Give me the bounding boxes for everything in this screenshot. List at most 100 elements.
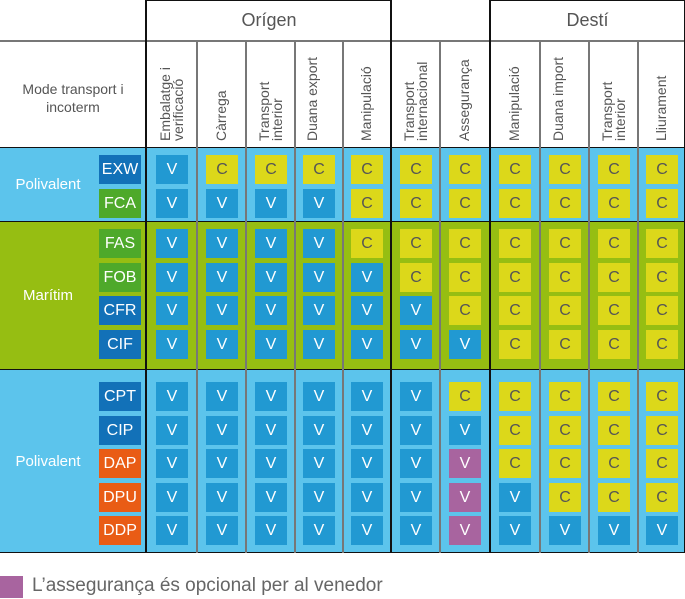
legend-swatch [0,576,23,598]
cell-seller: V [206,330,238,359]
cell-buyer: C [449,229,481,258]
cell-seller: V [351,516,383,545]
group-label: Polivalent [15,175,81,193]
cell-seller: V [351,296,383,325]
cell-seller: V [255,189,287,218]
cell-seller: V [598,516,630,545]
cell-seller: V [303,483,335,512]
cell-buyer: C [351,229,383,258]
cell-seller: V [499,483,531,512]
cell-buyer: C [549,263,581,292]
cell-seller: V [303,189,335,218]
cell-seller: V [351,330,383,359]
cell-seller: V [449,449,481,478]
cell-buyer: C [499,449,531,478]
cell-seller: V [206,189,238,218]
cell-buyer: C [646,263,678,292]
cell-seller: V [156,229,188,258]
cell-seller: V [156,382,188,411]
incoterm-badge-fob: FOB [99,263,141,292]
cell-buyer: C [549,155,581,184]
incoterm-badge-cif: CIF [99,330,141,359]
cell-seller: V [303,382,335,411]
cell-buyer: C [449,155,481,184]
cell-seller: V [303,263,335,292]
cell-buyer: C [646,155,678,184]
cell-buyer: C [646,330,678,359]
column-header-label: Manipulació [506,66,522,141]
cell-seller: V [449,330,481,359]
cell-buyer: C [549,449,581,478]
column-header: Transport interior [246,41,295,147]
header-origin-box [146,0,392,41]
column-divider [196,40,198,553]
cell-buyer: C [646,483,678,512]
cell-seller: V [303,229,335,258]
column-divider [439,40,441,553]
cell-buyer: C [549,330,581,359]
cell-seller: V [449,483,481,512]
cell-buyer: C [598,229,630,258]
cell-seller: V [255,449,287,478]
cell-seller: V [156,155,188,184]
cell-buyer: C [646,189,678,218]
cell-buyer: C [549,382,581,411]
column-divider [245,40,247,553]
cell-seller: V [206,416,238,445]
column-header: Càrrega [197,41,246,147]
cell-buyer: C [255,155,287,184]
cell-seller: V [255,483,287,512]
cell-buyer: C [598,155,630,184]
cell-buyer: C [598,189,630,218]
incoterm-badge-ddp: DDP [99,516,141,545]
cell-buyer: C [499,382,531,411]
cell-seller: V [303,516,335,545]
cell-buyer: C [499,263,531,292]
column-header: Embalatge i verificació [146,41,197,147]
cell-buyer: C [598,382,630,411]
incoterm-badge-dpu: DPU [99,483,141,512]
incoterm-badge-cfr: CFR [99,296,141,325]
cell-buyer: C [598,483,630,512]
cell-buyer: C [351,155,383,184]
cell-buyer: C [499,330,531,359]
cell-seller: V [400,382,432,411]
cell-seller: V [206,449,238,478]
cell-seller: V [156,483,188,512]
cell-seller: V [351,263,383,292]
column-header-label: Assegurança [456,59,472,141]
cell-buyer: C [206,155,238,184]
cell-seller: V [206,296,238,325]
incoterm-badge-dap: DAP [99,449,141,478]
cell-seller: V [351,483,383,512]
column-header-label: Manipulació [358,66,374,141]
cell-seller: V [255,229,287,258]
corner-label: Mode transport i incoterm [22,81,124,115]
cell-buyer: C [646,449,678,478]
cell-buyer: C [549,416,581,445]
cell-buyer: C [499,189,531,218]
cell-buyer: C [499,296,531,325]
group-label: Polivalent [15,452,81,470]
cell-seller: V [400,416,432,445]
cell-seller: V [351,416,383,445]
incoterm-badge-fas: FAS [99,229,141,258]
column-header: Manipulació [343,41,391,147]
cell-seller: V [156,296,188,325]
column-header: Manipulació [490,41,540,147]
cell-seller: V [255,416,287,445]
cell-seller: V [156,516,188,545]
cell-seller: V [156,449,188,478]
cell-buyer: C [549,189,581,218]
incoterm-badge-exw: EXW [99,155,141,184]
column-header: Transport internacional [391,41,440,147]
cell-seller: V [303,296,335,325]
incoterm-badge-fca: FCA [99,189,141,218]
cell-seller: V [255,382,287,411]
column-header-label: Lliurament [652,75,669,141]
cell-buyer: C [598,296,630,325]
column-header: Lliurament [638,41,685,147]
column-header: Duana export [295,41,343,147]
group-label: Marítim [23,286,73,304]
